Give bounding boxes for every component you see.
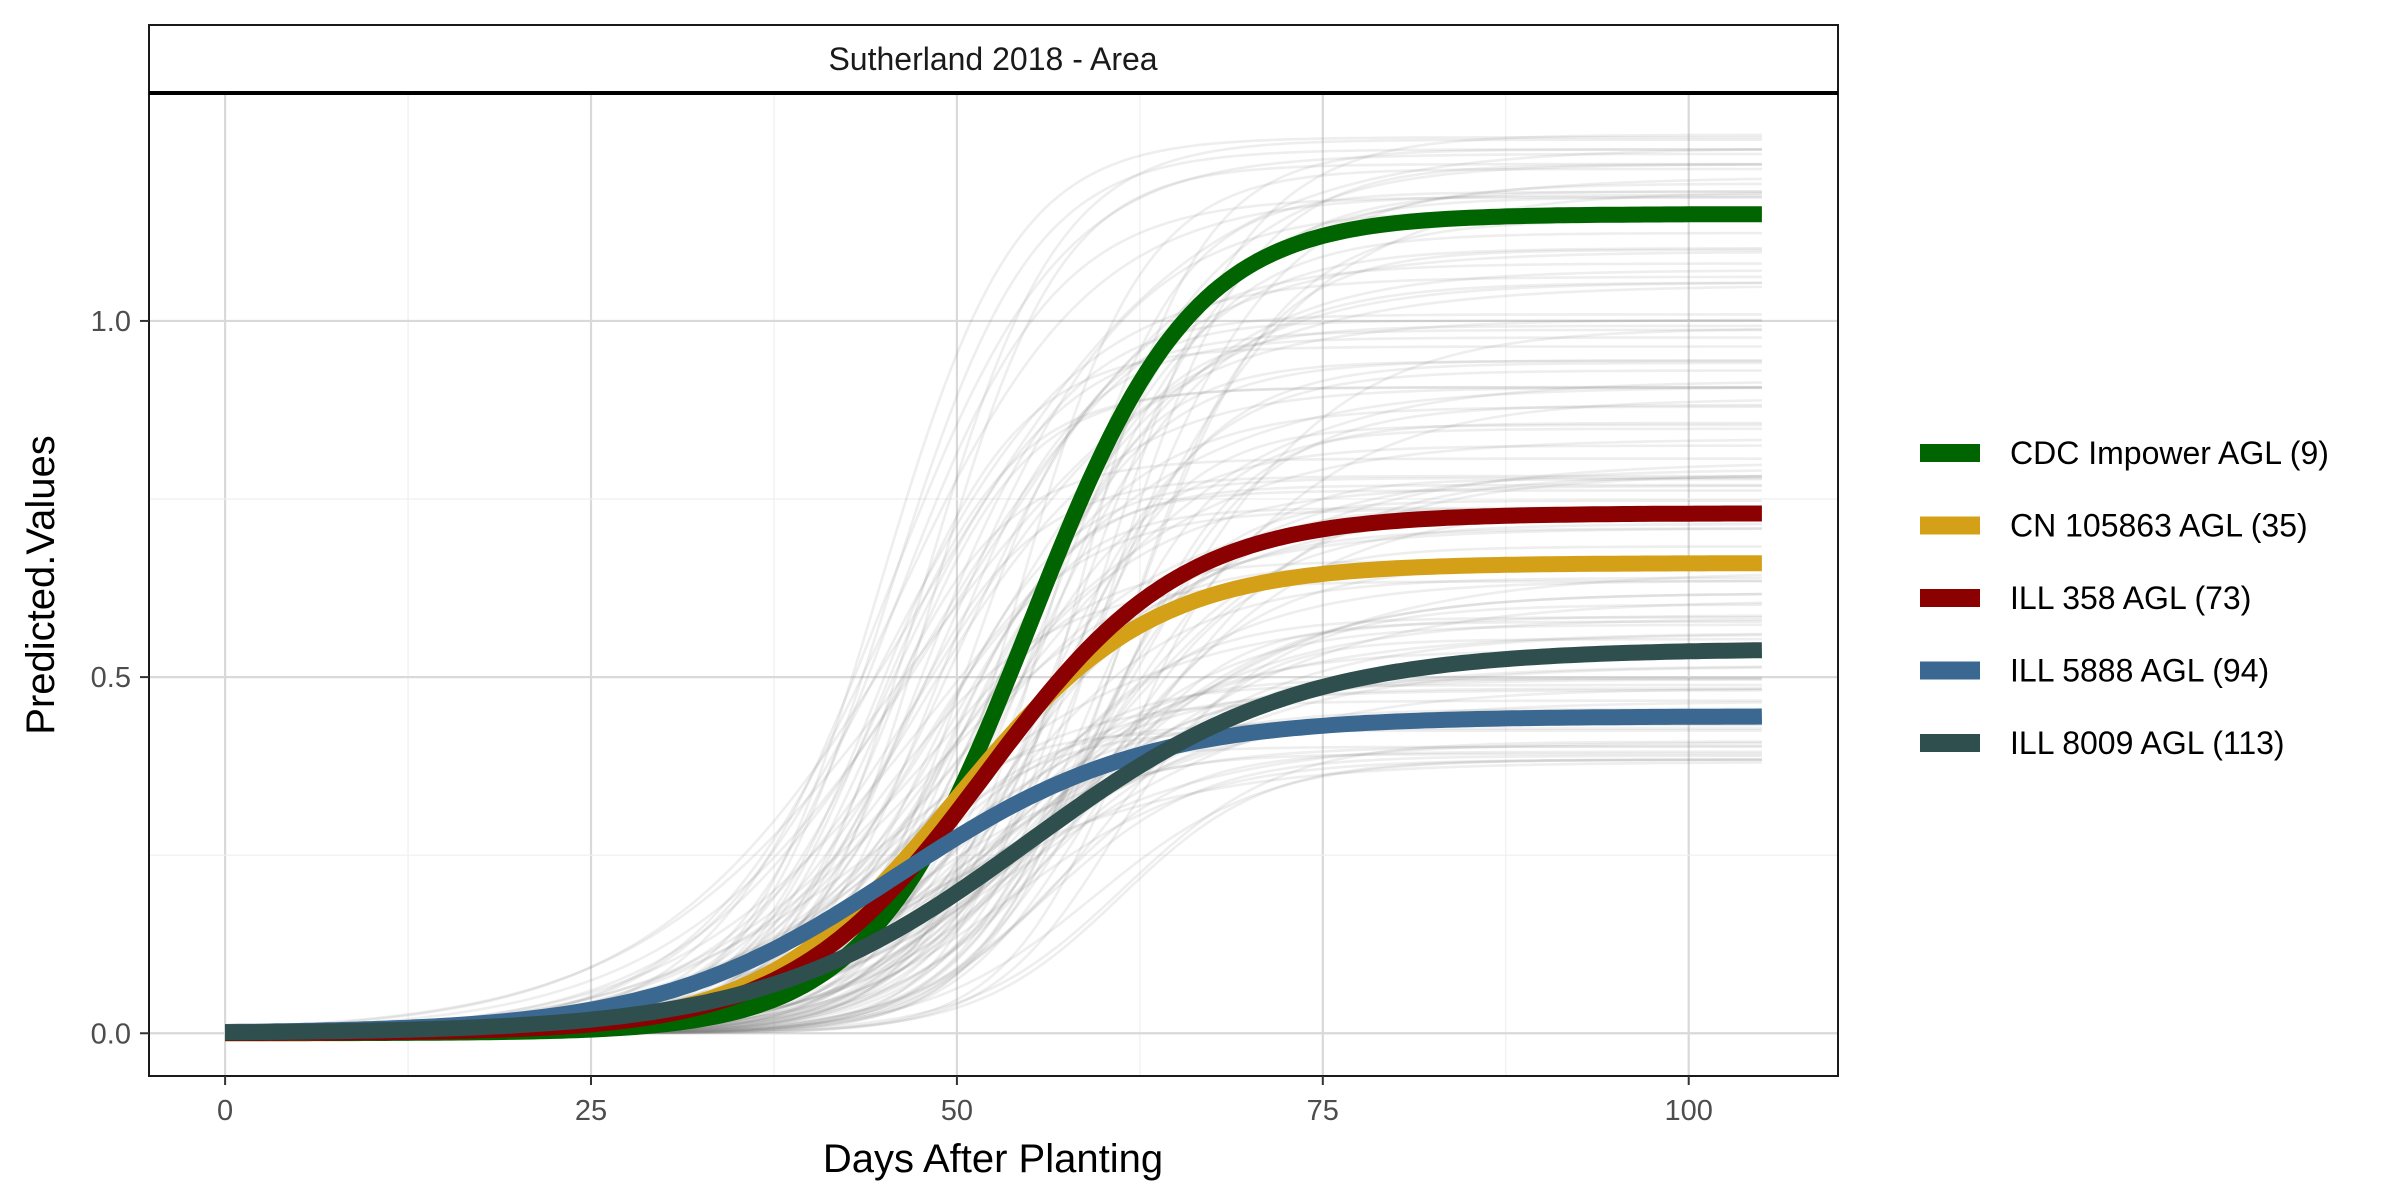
- x-axis-title: Days After Planting: [823, 1137, 1163, 1181]
- legend-label: ILL 5888 AGL (94): [2010, 653, 2269, 689]
- x-tick-label: 100: [1665, 1095, 1713, 1127]
- legend-label: CN 105863 AGL (35): [2010, 508, 2308, 544]
- x-axis: 0 25 50 75 100: [217, 1076, 1713, 1127]
- background-curve: [225, 285, 1762, 1030]
- background-curve: [225, 177, 1762, 1031]
- x-tick-label: 75: [1307, 1095, 1339, 1127]
- y-axis: 0.0 0.5 1.0: [91, 306, 149, 1050]
- background-curve: [225, 148, 1762, 1030]
- y-tick-label: 0.5: [91, 662, 131, 694]
- y-tick-label: 1.0: [91, 306, 131, 338]
- panel-title: Sutherland 2018 - Area: [828, 41, 1157, 77]
- x-tick-label: 25: [575, 1095, 607, 1127]
- series-line: [224, 642, 1763, 1041]
- y-axis-title: Predicted.Values: [19, 435, 63, 734]
- legend: CDC Impower AGL (9) CN 105863 AGL (35) ILL…: [1920, 435, 2329, 761]
- plot-panel: [149, 93, 1838, 1076]
- legend-label: CDC Impower AGL (9): [2010, 435, 2329, 471]
- x-tick-label: 50: [941, 1095, 973, 1127]
- legend-label: ILL 358 AGL (73): [2010, 580, 2251, 616]
- legend-label: ILL 8009 AGL (113): [2010, 725, 2285, 761]
- series-lines: [224, 206, 1763, 1042]
- panel-strip: [148, 24, 1839, 94]
- x-tick-label: 0: [217, 1095, 233, 1127]
- y-tick-label: 0.0: [91, 1018, 131, 1050]
